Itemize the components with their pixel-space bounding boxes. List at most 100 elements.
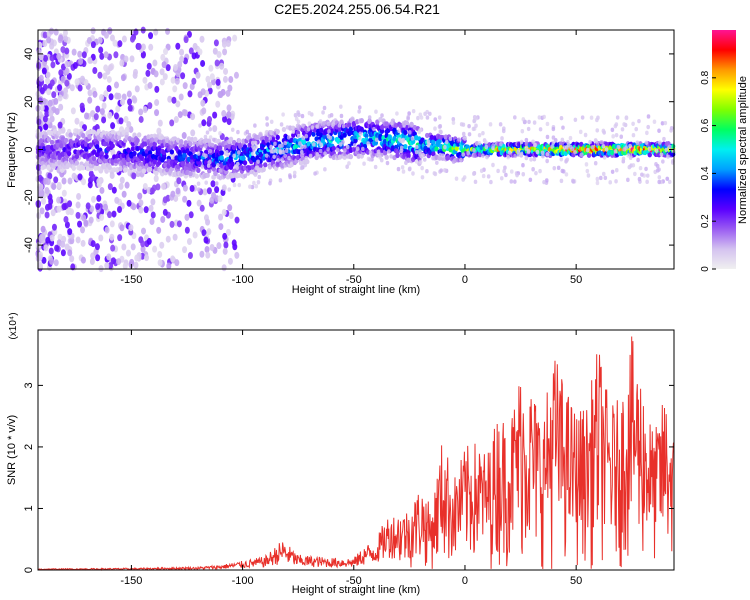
heatmap-cell: [352, 143, 357, 148]
heatmap-cell: [226, 104, 232, 112]
heatmap-cell: [358, 131, 363, 136]
heatmap-cell: [286, 135, 291, 140]
heatmap-cell: [37, 174, 43, 182]
heatmap-cell: [348, 126, 354, 132]
colorbar-label: Normalized spectral amplitude: [737, 76, 749, 224]
heatmap-cell: [368, 157, 372, 162]
heatmap-cell: [644, 140, 649, 145]
heatmap-cell: [210, 180, 216, 188]
heatmap-cell: [611, 134, 615, 139]
heatmap-cell: [218, 168, 222, 173]
heatmap-cell: [306, 127, 311, 132]
heatmap-cell: [65, 208, 71, 216]
heatmap-cell: [541, 154, 545, 159]
heatmap-cell: [49, 115, 55, 123]
heatmap-cell: [215, 78, 221, 86]
heatmap-cell: [181, 132, 187, 140]
heatmap-cell: [51, 91, 57, 99]
heatmap-cell: [451, 117, 456, 122]
heatmap-cell: [121, 243, 127, 251]
heatmap-cell: [318, 119, 323, 124]
heatmap-cell: [284, 148, 289, 154]
heatmap-cell: [655, 163, 660, 169]
heatmap-cell: [42, 31, 48, 39]
heatmap-cell: [322, 105, 327, 111]
heatmap-cell: [78, 57, 84, 65]
heatmap-cell: [44, 211, 50, 219]
heatmap-cell: [140, 227, 146, 235]
heatmap-cell: [87, 134, 92, 140]
heatmap-cell: [506, 155, 511, 160]
heatmap-cell: [36, 62, 42, 70]
snr-y-ticks: 0 1 2 3: [23, 382, 674, 573]
heatmap-cell: [218, 131, 222, 136]
heatmap-y-tick-label: 40: [23, 48, 35, 60]
heatmap-cell: [188, 47, 194, 55]
heatmap-cell: [149, 217, 155, 225]
heatmap-cell: [387, 134, 393, 140]
heatmap-cell: [138, 199, 144, 207]
heatmap-cell: [38, 74, 44, 82]
heatmap-cell: [622, 122, 626, 127]
heatmap-cell: [560, 137, 565, 142]
heatmap-cell: [81, 178, 87, 186]
heatmap-cell: [56, 52, 62, 60]
heatmap-cell: [99, 52, 105, 60]
heatmap-cell: [165, 235, 171, 243]
heatmap-cell: [272, 154, 276, 159]
heatmap-cell: [256, 159, 260, 164]
heatmap-cell: [69, 84, 75, 92]
heatmap-cell: [51, 223, 57, 231]
heatmap-cell: [486, 174, 491, 179]
heatmap-cell: [67, 228, 73, 236]
heatmap-cell: [646, 124, 650, 130]
heatmap-cell: [122, 167, 128, 173]
heatmap-cell: [162, 73, 168, 81]
heatmap-cell: [173, 63, 179, 71]
heatmap-cell: [654, 148, 659, 153]
heatmap-cell: [232, 34, 238, 42]
snr-x-tick-label: -50: [346, 575, 362, 587]
heatmap-cell: [303, 144, 307, 149]
heatmap-cell: [396, 166, 401, 172]
heatmap-cell: [275, 134, 280, 140]
heatmap-cell: [106, 253, 112, 261]
heatmap-cell: [51, 183, 57, 191]
heatmap-cell: [208, 159, 212, 165]
heatmap-cell: [96, 165, 101, 171]
heatmap-cell: [257, 174, 262, 180]
heatmap-cell: [307, 121, 312, 126]
heatmap-cell: [152, 159, 157, 165]
heatmap-cell: [90, 240, 96, 248]
heatmap-cell: [291, 132, 296, 138]
heatmap-cell: [559, 157, 564, 162]
heatmap-cell: [535, 149, 540, 155]
heatmap-cell: [433, 117, 438, 122]
heatmap-cell: [131, 172, 137, 180]
heatmap-cell: [501, 128, 506, 134]
heatmap-cell: [196, 181, 201, 186]
heatmap-panel: -150 -100 -50 0 50 -40 -20 0 20 40 Height of str…: [6, 26, 676, 296]
colorbar-tick-label: 0.2: [700, 214, 711, 228]
heatmap-cell: [67, 249, 73, 257]
heatmap-cell: [53, 176, 59, 184]
heatmap-cell: [101, 102, 107, 110]
heatmap-cell: [206, 163, 211, 168]
heatmap-cell: [128, 224, 134, 232]
heatmap-cell: [141, 168, 147, 174]
heatmap-cell: [245, 129, 250, 135]
heatmap-cell: [132, 167, 137, 173]
heatmap-cell: [214, 186, 220, 194]
heatmap-cell: [265, 122, 269, 127]
heatmap-cell: [173, 116, 179, 124]
heatmap-cell: [211, 175, 215, 180]
heatmap-cell: [113, 112, 119, 120]
heatmap-cell: [107, 27, 113, 35]
heatmap-cell: [227, 187, 232, 192]
heatmap-cell: [425, 115, 430, 120]
heatmap-cell: [106, 85, 112, 93]
heatmap-cell: [94, 144, 100, 150]
heatmap-cell: [319, 142, 323, 147]
heatmap-cell: [278, 178, 283, 183]
heatmap-cell: [205, 218, 211, 226]
